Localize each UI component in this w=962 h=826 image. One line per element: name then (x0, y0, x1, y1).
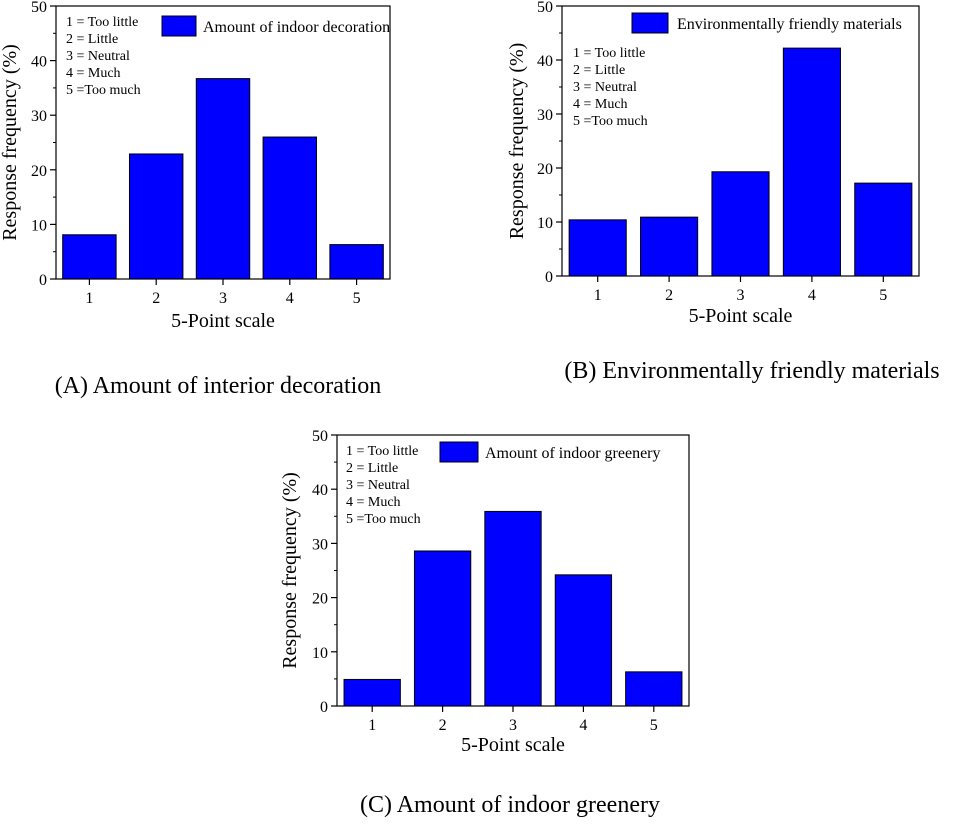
x-tick-label: 5 (353, 290, 361, 307)
scale-note: 1 = Too little (346, 444, 418, 459)
y-tick-label: 40 (312, 482, 328, 499)
x-tick-label: 4 (286, 290, 294, 307)
bar-4 (262, 136, 318, 280)
bar-1 (568, 219, 627, 277)
y-tick-label: 0 (545, 269, 553, 286)
scale-note: 5 =Too much (346, 512, 421, 527)
bar-5 (625, 671, 683, 707)
scale-note: 3 = Neutral (66, 49, 130, 64)
y-tick-label: 50 (31, 0, 47, 16)
legend-swatch (161, 15, 197, 37)
bar-3 (195, 78, 251, 280)
y-tick-label: 30 (31, 108, 47, 125)
scale-note: 2 = Little (573, 63, 625, 78)
y-tick-label: 30 (312, 536, 328, 553)
legend-label: Amount of indoor decoration (203, 19, 390, 36)
x-axis-title: 5-Point scale (461, 734, 565, 756)
x-tick-label: 2 (152, 290, 160, 307)
y-tick-label: 30 (537, 107, 553, 124)
x-axis-title: 5-Point scale (689, 305, 793, 327)
x-tick-label: 3 (219, 290, 227, 307)
bar-2 (413, 550, 472, 707)
y-tick-label: 0 (320, 699, 328, 716)
bar-2 (640, 216, 699, 277)
scale-note: 2 = Little (346, 461, 398, 476)
bar-1 (62, 234, 117, 280)
bar-1 (343, 678, 401, 707)
y-tick-label: 10 (312, 645, 328, 662)
x-tick-label: 5 (879, 287, 887, 304)
panel-caption: (A) Amount of interior decoration (55, 373, 382, 399)
chart-panel-b: 0 10 20 30 40 50 1 2 3 4 5 5-Point scale Response fr… (506, 0, 940, 384)
bar-3 (484, 510, 542, 707)
legend-label: Amount of indoor greenery (485, 445, 661, 462)
panel-caption: (C) Amount of indoor greenery (360, 792, 660, 818)
x-tick-label: 2 (665, 287, 673, 304)
panel-caption: (B) Environmentally friendly materials (564, 358, 939, 384)
x-tick-label: 5 (650, 717, 658, 734)
y-tick-label: 10 (31, 217, 47, 234)
x-tick-label: 1 (594, 287, 602, 304)
x-tick-label: 4 (808, 287, 816, 304)
y-axis-title: Response frequency (%) (279, 472, 301, 669)
y-tick-label: 50 (312, 428, 328, 445)
x-tick-label: 2 (439, 717, 447, 734)
bar-2 (128, 153, 184, 280)
y-tick-label: 50 (537, 0, 553, 16)
y-tick-label: 10 (537, 215, 553, 232)
legend-label: Environmentally friendly materials (677, 16, 902, 33)
x-tick-label: 1 (85, 290, 93, 307)
bar-4 (554, 574, 613, 707)
chart-panel-a: 0 10 20 30 40 50 1 2 3 4 5 5-Point scale Response fr… (0, 0, 391, 399)
x-tick-label: 3 (737, 287, 745, 304)
scale-note: 1 = Too little (573, 46, 645, 61)
scale-note: 3 = Neutral (346, 478, 410, 493)
y-tick-label: 40 (31, 54, 47, 71)
chart-panel-c: 0 10 20 30 40 50 1 2 3 4 5 5-Point scale Response fr… (279, 428, 690, 818)
y-tick-label: 40 (537, 53, 553, 70)
x-tick-label: 4 (579, 717, 587, 734)
legend-swatch (439, 441, 479, 463)
y-axis-title: Response frequency (%) (0, 44, 21, 241)
scale-note: 5 =Too much (573, 114, 648, 129)
scale-note: 2 = Little (66, 32, 118, 47)
scale-note: 5 =Too much (66, 83, 141, 98)
scale-note: 4 = Much (346, 495, 401, 510)
scale-note: 3 = Neutral (573, 80, 637, 95)
bar-5 (854, 182, 913, 277)
y-tick-label: 20 (537, 161, 553, 178)
x-axis-title: 5-Point scale (171, 310, 275, 332)
x-tick-label: 1 (368, 717, 376, 734)
bar-4 (782, 47, 841, 277)
scale-note: 4 = Much (66, 66, 121, 81)
y-tick-label: 20 (312, 591, 328, 608)
y-axis-title: Response frequency (%) (506, 43, 528, 240)
bar-3 (711, 171, 770, 277)
scale-note: 1 = Too little (66, 15, 138, 30)
bar-5 (329, 244, 384, 280)
x-tick-label: 3 (509, 717, 517, 734)
legend-swatch (631, 12, 669, 34)
y-tick-label: 20 (31, 163, 47, 180)
scale-note: 4 = Much (573, 97, 628, 112)
y-tick-label: 0 (39, 272, 47, 289)
